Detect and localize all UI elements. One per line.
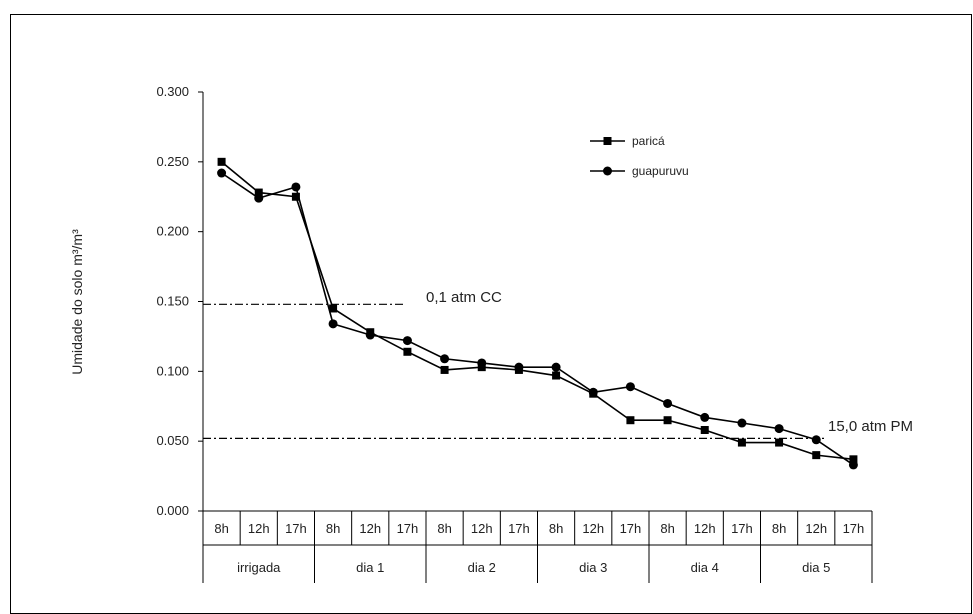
reference-line-label: 0,1 atm CC [426,289,502,306]
x-tick-label: 17h [620,521,642,536]
y-tick-label: 0.150 [156,294,189,309]
x-group-label: dia 1 [356,560,384,575]
x-tick-label: 12h [582,521,604,536]
legend-label: paricá [632,134,665,148]
data-point [329,319,338,328]
data-point [218,158,226,166]
data-point [626,382,635,391]
data-point [701,426,709,434]
x-tick-label: 17h [285,521,307,536]
data-point [291,182,300,191]
x-tick-label: 8h [549,521,563,536]
data-point [254,194,263,203]
data-point [366,331,375,340]
data-point [403,348,411,356]
y-tick-label: 0.000 [156,503,189,518]
y-axis-label: Umidade do solo m³/m³ [69,229,85,375]
x-group-label: dia 4 [691,560,719,575]
x-tick-label: 12h [359,521,381,536]
legend-label: guapuruvu [632,164,689,178]
data-point [552,363,561,372]
data-point [514,363,523,372]
x-group-label: dia 3 [579,560,607,575]
data-point [812,451,820,459]
y-tick-label: 0.050 [156,433,189,448]
data-point [440,354,449,363]
x-tick-label: 17h [397,521,419,536]
data-point [589,388,598,397]
data-point [477,358,486,367]
y-tick-label: 0.250 [156,154,189,169]
data-point [664,416,672,424]
x-tick-label: 8h [326,521,340,536]
x-tick-label: 12h [805,521,827,536]
series-line [222,162,854,459]
data-point [775,439,783,447]
data-point [849,460,858,469]
x-tick-label: 17h [731,521,753,536]
x-tick-label: 8h [214,521,228,536]
x-tick-label: 17h [508,521,530,536]
data-point [738,439,746,447]
x-group-label: dia 2 [468,560,496,575]
legend-marker [604,137,612,145]
data-point [775,424,784,433]
x-tick-label: 8h [660,521,674,536]
x-group-label: dia 5 [802,560,830,575]
x-tick-label: 12h [248,521,270,536]
data-point [403,336,412,345]
x-tick-label: 8h [772,521,786,536]
y-tick-label: 0.300 [156,84,189,99]
x-group-label: irrigada [237,560,281,575]
legend-marker [603,167,612,176]
x-tick-label: 12h [694,521,716,536]
data-point [552,372,560,380]
reference-line-label: 15,0 atm PM [828,418,913,435]
data-point [217,169,226,178]
x-tick-label: 8h [437,521,451,536]
x-tick-label: 12h [471,521,493,536]
data-point [700,413,709,422]
data-point [663,399,672,408]
x-tick-label: 17h [843,521,865,536]
y-tick-label: 0.100 [156,363,189,378]
y-tick-label: 0.200 [156,224,189,239]
data-point [737,419,746,428]
data-point [626,416,634,424]
series-line [222,173,854,465]
data-point [441,366,449,374]
data-point [812,435,821,444]
